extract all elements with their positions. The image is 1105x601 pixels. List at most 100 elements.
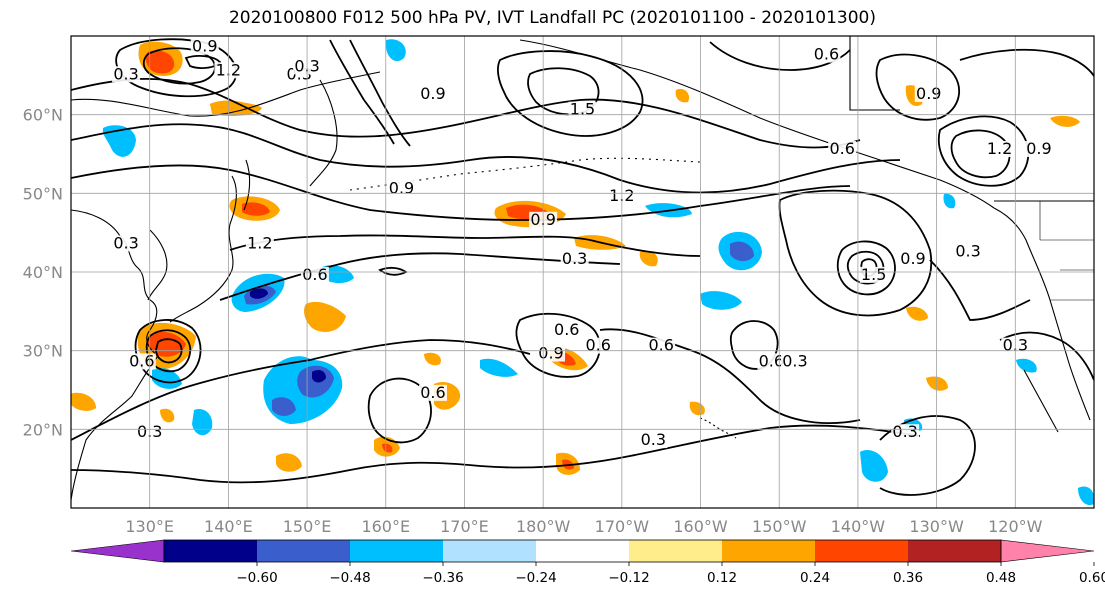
contour-line (875, 53, 960, 121)
contour-line (367, 377, 432, 444)
lat-tick-label: 40°N (23, 263, 63, 282)
contour-label-bg (300, 266, 329, 283)
sakhalin-coast (243, 159, 251, 211)
contour-line (142, 47, 216, 85)
colorbar-tick-label: −0.24 (515, 570, 556, 586)
contour-label-bg (190, 38, 219, 55)
state-borders (1039, 201, 1094, 301)
contour-label-bg (537, 345, 566, 362)
contour-label: 0.3 (641, 430, 666, 449)
lon-tick-label: 150°E (283, 517, 332, 536)
contour-line (950, 129, 1011, 179)
contour-label: 0.6 (129, 351, 154, 370)
colorbar-tick-label: 0.48 (986, 570, 1016, 586)
contour-label-bg (812, 46, 841, 63)
lon-tick-label: 170°W (595, 517, 650, 536)
contour-label: 0.6 (648, 336, 673, 355)
contour-line (497, 50, 644, 137)
alaska-coast (519, 39, 995, 209)
contour-label: 0.9 (420, 84, 445, 103)
pv-patch (385, 39, 406, 62)
pv-patch (382, 443, 393, 453)
contour-line (836, 240, 896, 296)
pv-patch (242, 202, 270, 216)
alaska-border (849, 36, 900, 111)
contour-label-bg (914, 85, 943, 102)
contour-label: 0.9 (192, 37, 217, 56)
contour-line (999, 331, 1094, 381)
contour-label: 0.3 (113, 64, 138, 83)
contour-label: 0.6 (759, 351, 784, 370)
colorbar-segment (350, 540, 443, 562)
contour-label: 1.2 (987, 139, 1012, 158)
pv-patch (250, 288, 268, 299)
canada-coast (993, 207, 1051, 301)
pv-patch (312, 370, 326, 383)
contour-line (155, 338, 183, 364)
contour-label-bg (891, 424, 920, 441)
lon-tick-label: 120°W (988, 517, 1043, 536)
pv-patch (689, 401, 705, 416)
pv-patch (730, 241, 754, 262)
chart-title: 2020100800 F012 500 hPa PV, IVT Landfall… (228, 8, 876, 28)
colorbar-outline (163, 539, 1002, 563)
contour-label-bg (985, 141, 1014, 157)
us-west-coast (1049, 299, 1091, 421)
colorbar-tick-label: −0.36 (422, 570, 463, 586)
contour-label: 0.9 (900, 249, 925, 268)
contour-line (184, 55, 222, 69)
contour-label: 0.3 (113, 233, 138, 252)
pv-patch (192, 408, 213, 436)
pv-patch (71, 392, 96, 411)
lon-tick-label: 170°E (440, 517, 489, 536)
kamchatka-coast (309, 79, 338, 187)
colorbar-segment (164, 540, 257, 562)
pv-patch (675, 88, 690, 103)
contour-label-bg (245, 235, 274, 252)
lon-tick-label: 130°W (909, 517, 964, 536)
lon-tick-label: 150°W (752, 517, 807, 536)
colorbar-tick-label: 0.36 (893, 570, 923, 586)
contour-label-bg (568, 101, 597, 118)
lat-tick-label: 30°N (23, 342, 63, 361)
contour-label-bg (828, 141, 857, 157)
colorbar-segment (815, 540, 908, 562)
contour-label-bg (859, 266, 888, 283)
pv-patch (906, 306, 928, 321)
pv-patch (943, 193, 956, 209)
japan-coast (169, 175, 238, 323)
lat-tick-label: 50°N (23, 184, 63, 203)
contour-label: 0.3 (782, 351, 807, 370)
contour-label-bg (387, 180, 416, 197)
contour-label-bg (757, 353, 786, 370)
contour-line (145, 329, 192, 373)
contour-label: 0.9 (538, 344, 563, 363)
pv-patch (146, 50, 175, 74)
contour-label-bg (418, 384, 447, 401)
contour-label: 0.3 (892, 422, 917, 441)
lon-tick-labels: 130°E 140°E 150°E 160°E 170°E 180°W 170°W 160°W… (125, 517, 1042, 536)
lon-tick-label: 140°E (204, 517, 253, 536)
contour-label-bg (1024, 141, 1053, 157)
colorbar-extend-high (1000, 539, 1095, 563)
pv-patch (860, 450, 888, 482)
pv-patch (639, 250, 658, 267)
contour-label: 1.2 (247, 233, 272, 252)
lat-tick-label: 20°N (23, 420, 63, 439)
colorbar-segment (722, 540, 815, 562)
contour-label-bg (639, 432, 668, 449)
contour-label: 1.5 (861, 265, 886, 284)
contour-label-bg (552, 321, 581, 338)
contour-label-bg (899, 251, 928, 268)
map-grid (71, 36, 1094, 508)
lon-tick-label: 180°W (516, 517, 571, 536)
colorbar-extend-low (70, 539, 165, 563)
map-frame (70, 35, 1095, 509)
pv-patch (210, 100, 256, 115)
colorbar-segment (257, 540, 350, 562)
contour-line (778, 189, 933, 317)
lon-tick-label: 140°W (831, 517, 886, 536)
colorbar-segment (908, 540, 1001, 562)
colorbar-tick-label: 0.12 (707, 570, 737, 586)
